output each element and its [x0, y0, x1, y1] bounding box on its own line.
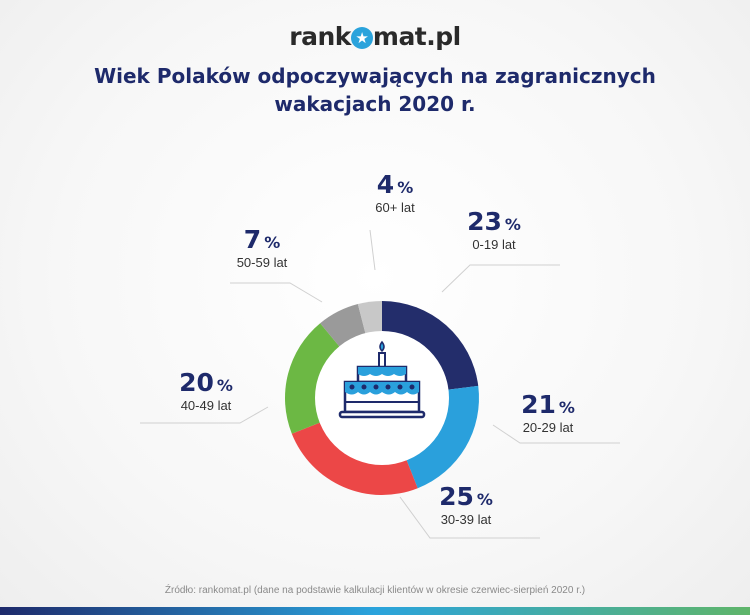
percent-sign: %	[216, 376, 233, 395]
label-20-29: 21% 20-29 lat	[498, 390, 598, 435]
percent-sign: %	[264, 233, 281, 252]
label-0-19: 23% 0-19 lat	[444, 207, 544, 252]
age-60plus: 60+ lat	[375, 200, 415, 215]
leader-line-30-39	[399, 496, 540, 539]
age-50-59: 50-59 lat	[236, 255, 288, 270]
logo-text-start: rank	[289, 22, 351, 51]
percent-sign: %	[476, 490, 493, 509]
age-20-29: 20-29 lat	[522, 420, 574, 435]
leader-line-40-49	[140, 406, 269, 424]
age-40-49: 40-49 lat	[180, 398, 232, 413]
source-note: Źródło: rankomat.pl (dane na podstawie k…	[164, 585, 586, 596]
rankomat-logo: rank ★ mat.pl	[0, 22, 750, 51]
birthday-cake-icon	[338, 340, 426, 419]
label-60plus: 4% 60+ lat	[345, 170, 445, 215]
label-50-59: 7% 50-59 lat	[212, 225, 312, 270]
leader-line-20-29	[492, 424, 620, 444]
value-40-49: 20	[179, 368, 214, 397]
leader-line-60plus	[369, 229, 376, 271]
age-0-19: 0-19 lat	[472, 237, 516, 252]
value-0-19: 23	[467, 207, 502, 236]
label-30-39: 25% 30-39 lat	[416, 482, 516, 527]
leader-line-50-59	[230, 282, 323, 303]
title-line-1: Wiek Polaków odpoczywających na zagranic…	[94, 64, 656, 88]
star-icon: ★	[350, 27, 373, 49]
logo-text-end: mat.pl	[372, 22, 461, 51]
chart-title: Wiek Polaków odpoczywających na zagranic…	[0, 62, 750, 118]
percent-sign: %	[558, 398, 575, 417]
footer-gradient-bar	[0, 607, 750, 615]
label-40-49: 20% 40-49 lat	[156, 368, 256, 413]
percent-sign: %	[397, 178, 414, 197]
title-line-2: wakacjach 2020 r.	[274, 92, 476, 116]
value-20-29: 21	[521, 390, 556, 419]
percent-sign: %	[504, 215, 521, 234]
value-60plus: 4	[376, 170, 395, 199]
value-30-39: 25	[439, 482, 474, 511]
age-30-39: 30-39 lat	[440, 512, 492, 527]
value-50-59: 7	[243, 225, 262, 254]
leader-line-0-19	[441, 264, 560, 293]
